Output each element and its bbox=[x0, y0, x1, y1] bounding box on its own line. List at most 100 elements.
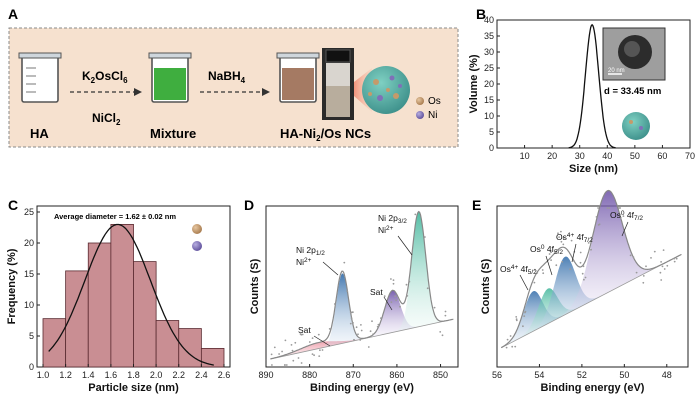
chart-e-data-point bbox=[650, 257, 652, 259]
chart-e-data-point bbox=[635, 271, 638, 274]
chart-e-data-point bbox=[523, 315, 526, 317]
panel-label-e: E bbox=[472, 197, 481, 213]
chart-e-xlabel: Binding energy (eV) bbox=[541, 382, 645, 394]
chart-d-data-point bbox=[308, 341, 311, 343]
chart-d-data-point bbox=[405, 283, 408, 286]
chart-e-data-point bbox=[659, 271, 662, 274]
chart-d-data-point bbox=[291, 349, 294, 352]
chart-b-ytick-label: 15 bbox=[484, 95, 494, 105]
chart-b-ytick-label: 30 bbox=[484, 47, 494, 57]
chart-e-peak-fill bbox=[555, 190, 659, 320]
chart-e-peak-fill bbox=[527, 256, 602, 334]
panel-label-c: C bbox=[8, 197, 18, 213]
arrow-1-head-icon bbox=[134, 88, 142, 96]
chart-d-data-point bbox=[281, 350, 283, 353]
chart-c-bar bbox=[133, 261, 157, 368]
chart-c-bar bbox=[200, 347, 225, 368]
chart-d-ylabel: Counts (S) bbox=[249, 258, 261, 314]
panel-label-d: D bbox=[244, 197, 254, 213]
chart-e-xtick-label: 56 bbox=[492, 370, 502, 380]
chart-e-xtick-label: 52 bbox=[577, 370, 587, 380]
reagent-nicl2: NiCl2 bbox=[92, 111, 121, 127]
chart-d-xlabel: Binding energy (eV) bbox=[310, 382, 414, 394]
chart-d-xtick-label: 850 bbox=[433, 370, 448, 380]
chart-c-xtick-label: 2.0 bbox=[150, 370, 163, 380]
chart-e-data-point bbox=[560, 230, 562, 233]
chart-b-ytick-label: 40 bbox=[484, 15, 494, 25]
chart-e-leader-line bbox=[545, 255, 553, 276]
chart-d-data-point bbox=[328, 328, 331, 330]
panel-label-a: A bbox=[8, 6, 18, 22]
chart-b-xtick-label: 40 bbox=[602, 151, 612, 161]
chart-e-data-point bbox=[550, 259, 552, 261]
chart-b-xtick-label: 20 bbox=[547, 151, 557, 161]
chart-e-data-point bbox=[663, 268, 666, 270]
chart-e-data-point bbox=[590, 236, 593, 239]
chart-e-data-point bbox=[506, 338, 509, 341]
chart-c-xtick-label: 2.2 bbox=[172, 370, 185, 380]
chart-b-inset-particle-core bbox=[624, 41, 640, 57]
legend-os-icon bbox=[416, 97, 424, 105]
chart-e-data-point bbox=[581, 272, 584, 275]
chart-b-scale-label: 20 nm bbox=[608, 68, 625, 74]
chart-e-data-point bbox=[541, 269, 544, 271]
chart-e-data-point bbox=[660, 279, 663, 281]
chart-e-data-point bbox=[608, 207, 611, 209]
chart-e-leader-line bbox=[519, 274, 529, 291]
chart-c-xtick-label: 2.4 bbox=[195, 370, 208, 380]
chart-c-annotation: Average diameter = 1.62 ± 0.02 nm bbox=[54, 212, 176, 221]
chart-e-data-point bbox=[584, 276, 587, 279]
chart-e-data-point bbox=[569, 268, 572, 271]
reagent-nabh4: NaBH4 bbox=[208, 69, 246, 85]
chart-e-data-point bbox=[533, 281, 536, 284]
chart-e-data-point bbox=[619, 207, 621, 209]
chart-b: 10 20 30 40 50 60 70 0 5 10 15 20 25 30 35 40 Size (nm) V… bbox=[468, 15, 695, 175]
chart-d-peak-label: Sat bbox=[298, 325, 311, 335]
chart-b-ytick-label: 20 bbox=[484, 79, 494, 89]
chart-b-ytick-label: 25 bbox=[484, 63, 494, 73]
chart-c-xtick-label: 2.6 bbox=[218, 370, 231, 380]
chart-d-xtick-label: 870 bbox=[346, 370, 361, 380]
chart-c-xtick-label: 1.4 bbox=[82, 370, 95, 380]
chart-d-peak-label: Ni2+ bbox=[378, 225, 394, 235]
chart-d-data-point bbox=[392, 279, 395, 281]
chart-d-data-point bbox=[377, 326, 379, 328]
chart-d-data-point bbox=[333, 303, 336, 305]
chart-d-data-point bbox=[414, 213, 417, 216]
chart-e-data-point bbox=[661, 265, 664, 268]
chart-d-data-point bbox=[294, 341, 297, 344]
chart-e-data-point bbox=[619, 216, 622, 219]
chart-b-ytick-label: 0 bbox=[489, 143, 494, 153]
chart-d-data-point bbox=[284, 364, 286, 366]
chart-e-data-point bbox=[560, 240, 563, 243]
chart-e-data-point bbox=[524, 311, 526, 314]
chart-d-data-point bbox=[390, 278, 392, 280]
chart-e-data-point bbox=[579, 251, 582, 254]
chart-d-data-point bbox=[392, 282, 395, 285]
chart-b-xtick-label: 50 bbox=[630, 151, 640, 161]
chart-d-envelope bbox=[270, 210, 453, 360]
chart-d-data-point bbox=[439, 331, 442, 333]
chart-b-ytick-label: 35 bbox=[484, 31, 494, 41]
chart-c-bar bbox=[110, 223, 134, 368]
chart-e-data-point bbox=[542, 272, 545, 275]
chart-e-data-point bbox=[555, 264, 558, 267]
chart-e-data-point bbox=[509, 335, 512, 337]
chart-e-data-point bbox=[558, 236, 560, 239]
chart-d-data-point bbox=[377, 323, 380, 326]
chart-d-data-point bbox=[349, 311, 352, 314]
chart-d-data-point bbox=[433, 306, 436, 309]
chart-e-xtick-label: 54 bbox=[534, 370, 544, 380]
chart-d-peak-label: Ni 2p3/2 bbox=[378, 213, 407, 225]
chart-d-leader-line bbox=[313, 335, 331, 347]
chart-b-xtick-label: 70 bbox=[685, 151, 695, 161]
chart-e-xtick-label: 50 bbox=[619, 370, 629, 380]
chart-e-data-point bbox=[642, 275, 645, 277]
chart-e-baseline bbox=[501, 253, 682, 349]
chart-d-data-point bbox=[350, 317, 353, 320]
chart-e-data-point bbox=[505, 346, 508, 349]
chart-d-data-point bbox=[359, 339, 362, 341]
chart-d-data-point bbox=[390, 301, 393, 304]
chart-d-peak-fill bbox=[321, 273, 364, 348]
chart-c-ylabel: Frequency (%) bbox=[6, 248, 18, 324]
